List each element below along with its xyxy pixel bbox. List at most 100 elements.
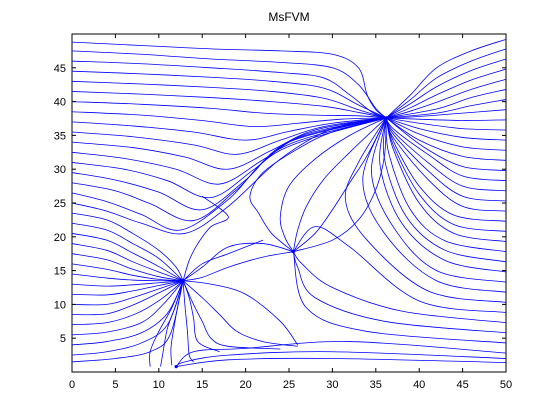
node-upper-sink [384,116,388,120]
streamline-37 [385,117,507,242]
streamline-50 [176,357,507,367]
streamline-15 [71,117,387,231]
streamline-78 [182,280,194,363]
streamlines-group [71,39,507,367]
y-tick-label-5: 5 [60,333,66,345]
streamline-74 [183,280,299,346]
streamline-6 [71,101,387,119]
streamline-47 [292,251,507,344]
streamline-40 [379,117,507,273]
streamline-75 [182,280,298,347]
streamline-54 [293,117,387,252]
y-tick-label-30: 30 [54,164,66,176]
streamline-9 [71,117,387,155]
y-tick-label-20: 20 [54,232,66,244]
x-tick-label-0: 0 [69,379,75,391]
streamline-66 [71,280,184,296]
streamline-46 [292,251,507,334]
streamline-26 [386,117,507,131]
streamline-12 [71,117,387,199]
streamline-52 [279,117,387,252]
streamline-59 [71,222,184,282]
streamline-49 [175,351,507,367]
streamline-33 [385,117,507,202]
node-mid-node [291,250,295,254]
streamline-57 [183,251,294,282]
streamline-11 [71,117,387,185]
streamline-45 [293,251,507,324]
streamline-24 [386,109,507,119]
x-tick-label-50: 50 [500,379,512,391]
streamline-56 [182,242,294,282]
x-tick-label-35: 35 [370,379,382,391]
streamline-35 [385,117,507,222]
streamline-4 [71,80,387,119]
y-tick-label-15: 15 [54,266,66,278]
streamline-30 [385,117,507,171]
streamline-3 [71,70,387,119]
streamline-31 [385,117,507,182]
node-lower-sink [181,279,185,283]
streamline-32 [385,117,507,192]
y-tick-label-40: 40 [54,97,66,109]
streamline-83 [182,239,264,282]
streamline-53 [292,117,387,252]
y-tick-label-10: 10 [54,299,66,311]
streamline-25 [386,117,507,121]
streamline-70 [71,280,184,336]
streamline-8 [71,117,387,141]
streamline-71 [71,280,184,346]
streamline-76 [182,280,281,350]
streamline-55 [293,117,387,253]
streamline-81 [149,280,184,367]
streamline-18 [385,48,507,119]
x-tick-label-20: 20 [239,379,251,391]
x-tick-label-5: 5 [112,379,118,391]
y-tick-label-35: 35 [54,130,66,142]
streamline-48 [175,341,507,367]
node-bottom-node [174,364,178,369]
x-axis: 0 5 10 15 20 25 30 35 40 45 50 [69,34,512,391]
streamline-44 [293,226,507,313]
chart-title: MsFVM [268,10,309,24]
streamline-41 [371,117,507,283]
streamline-14 [71,117,387,222]
streamline-20 [386,68,507,119]
streamline-1 [71,50,387,119]
streamline-16 [71,117,387,235]
streamline-7 [71,111,387,128]
x-tick-label-15: 15 [196,379,208,391]
streamline-36 [385,117,507,232]
sources-group [174,116,388,369]
streamline-60 [71,233,184,282]
streamline-21 [386,78,507,119]
streamline-0 [71,41,387,119]
x-tick-label-30: 30 [326,379,338,391]
streamline-61 [71,243,184,282]
streamline-65 [71,280,184,287]
streamline-68 [71,280,184,316]
streamline-13 [71,117,387,211]
streamline-80 [160,280,184,367]
streamline-58 [71,212,184,281]
streamline-17 [385,39,507,119]
streamline-69 [71,280,184,326]
streamline-64 [71,273,184,282]
x-tick-label-25: 25 [283,379,295,391]
streamline-82 [182,195,229,281]
streamline-22 [386,89,507,119]
streamline-51 [249,117,387,252]
y-tick-label-45: 45 [54,63,66,75]
streamline-5 [71,91,387,119]
streamline-62 [71,253,184,282]
x-tick-label-10: 10 [153,379,165,391]
streamline-23 [386,99,507,119]
streamline-67 [71,280,184,306]
plot-area [71,33,507,373]
x-tick-label-45: 45 [456,379,468,391]
streamline-77 [182,280,220,353]
y-axis: 5 10 15 20 25 30 35 40 45 [54,63,506,345]
streamline-27 [386,117,507,141]
x-tick-label-40: 40 [413,379,425,391]
